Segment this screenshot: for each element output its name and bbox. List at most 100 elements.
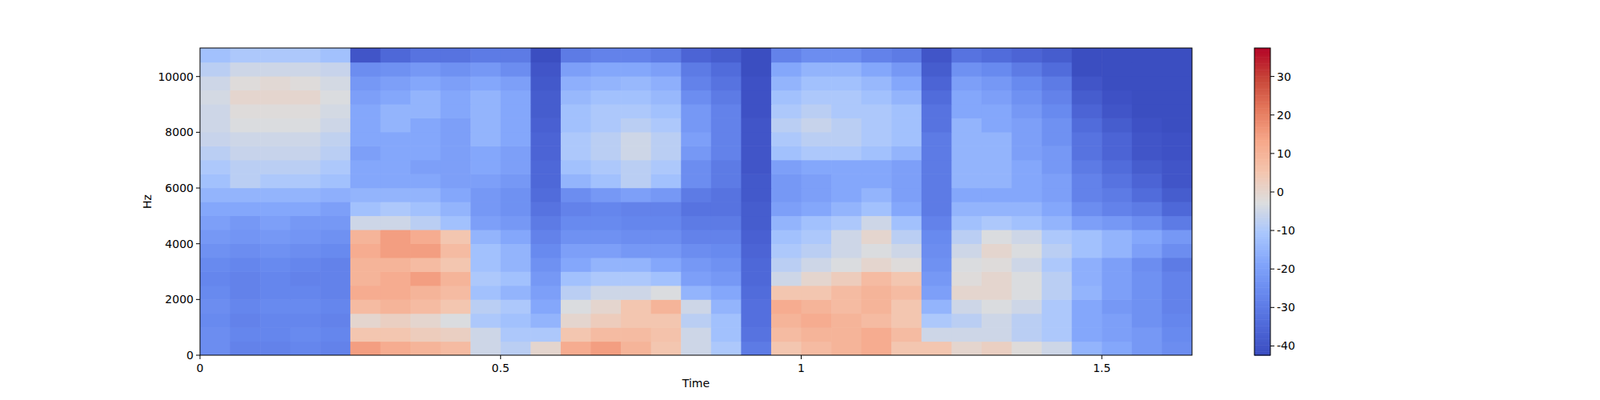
cell [260, 285, 291, 300]
colorbar-tick [1270, 76, 1275, 77]
cell [350, 173, 381, 188]
cell [590, 229, 621, 244]
cell [590, 271, 621, 286]
y-tick [196, 299, 200, 300]
cell [861, 76, 892, 91]
cell [500, 285, 532, 300]
cell [590, 285, 621, 300]
cell [500, 89, 532, 104]
cell [831, 62, 862, 77]
cell [620, 327, 652, 342]
colorbar-tick [1270, 345, 1275, 347]
cell [951, 188, 982, 203]
cell [320, 104, 351, 119]
cell [651, 160, 682, 175]
cell [1161, 243, 1192, 258]
cell [620, 145, 652, 160]
cell [1132, 132, 1163, 147]
cell [1132, 216, 1163, 231]
cell [200, 48, 231, 63]
cell [200, 229, 231, 244]
cell [590, 257, 621, 272]
cell [771, 76, 802, 91]
cell [470, 188, 501, 203]
cell [1161, 145, 1192, 160]
cell [771, 188, 802, 203]
cell [590, 48, 621, 63]
cell [771, 89, 802, 104]
cell [230, 201, 261, 216]
cell [831, 104, 862, 119]
cell [200, 160, 231, 175]
cell [771, 132, 802, 147]
cell [1161, 160, 1192, 175]
plot-frame [200, 48, 1192, 356]
cell [320, 271, 351, 286]
cell [861, 89, 892, 104]
cell [260, 145, 291, 160]
cell [801, 188, 832, 203]
cell [831, 216, 862, 231]
cell [350, 201, 381, 216]
cell [1072, 313, 1103, 328]
cell [711, 89, 742, 104]
colorbar-tick [1270, 152, 1275, 154]
cell [861, 243, 892, 258]
cell [380, 188, 411, 203]
cell [470, 201, 501, 216]
cell [740, 299, 772, 314]
cell [680, 271, 712, 286]
cell [831, 229, 862, 244]
cell [410, 104, 441, 119]
cell [560, 62, 592, 77]
cell [1041, 243, 1072, 258]
cell [620, 117, 652, 132]
cell [380, 160, 411, 175]
colorbar-tick-label: -20 [1276, 262, 1296, 276]
cell [651, 89, 682, 104]
cell [470, 62, 501, 77]
cell [861, 62, 892, 77]
cell [500, 327, 532, 342]
cell [200, 327, 231, 342]
cell [921, 216, 952, 231]
cell [560, 327, 592, 342]
cell [981, 201, 1012, 216]
cell [921, 243, 952, 258]
cell [1101, 257, 1132, 272]
cell [560, 188, 592, 203]
cell [290, 62, 321, 77]
cell [380, 341, 411, 356]
cell [771, 104, 802, 119]
cell [1101, 145, 1132, 160]
cell [801, 145, 832, 160]
cell [1101, 132, 1132, 147]
cell [260, 243, 291, 258]
cell [410, 327, 441, 342]
cell [590, 132, 621, 147]
cell [500, 313, 532, 328]
cell [410, 216, 441, 231]
cell [680, 62, 712, 77]
cell [891, 257, 922, 272]
cell [530, 243, 561, 258]
cell [831, 285, 862, 300]
cell [1041, 229, 1072, 244]
cell [951, 299, 982, 314]
cell [470, 257, 501, 272]
cell [440, 299, 472, 314]
cell [350, 76, 381, 91]
cell [530, 104, 561, 119]
cell [320, 76, 351, 91]
cell [1101, 62, 1132, 77]
cell [740, 76, 772, 91]
cell [1132, 173, 1163, 188]
cell [981, 188, 1012, 203]
cell [440, 201, 472, 216]
cell [831, 76, 862, 91]
cell [951, 62, 982, 77]
cell [711, 104, 742, 119]
cell [1012, 160, 1043, 175]
cell [350, 243, 381, 258]
cell [711, 201, 742, 216]
